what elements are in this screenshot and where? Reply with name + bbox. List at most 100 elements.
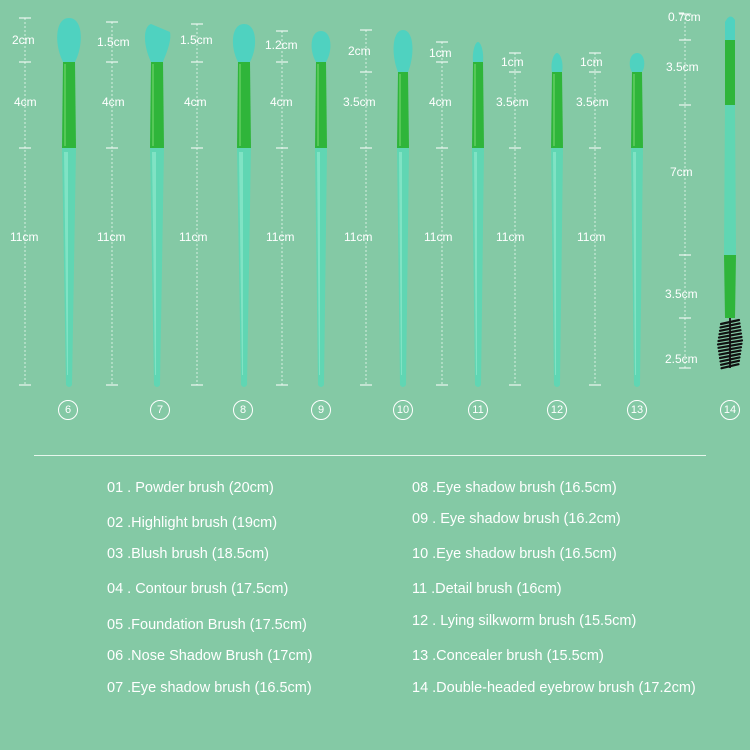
brush-handle (631, 148, 643, 387)
measure-label: 11cm (344, 230, 373, 244)
brush-handle (724, 105, 736, 255)
spoolie-bristle (719, 359, 741, 366)
measure-label: 1cm (580, 55, 603, 69)
measure-scale (509, 52, 521, 386)
brush-handle (551, 148, 563, 387)
legend-item: 14 .Double-headed eyebrow brush (17.2cm) (412, 680, 696, 696)
brush-highlight (633, 152, 636, 375)
measure-label: 3.5cm (665, 287, 698, 301)
legend-item: 08 .Eye shadow brush (16.5cm) (412, 480, 617, 496)
brush-highlight (474, 152, 477, 375)
makeup-brush (311, 31, 331, 387)
legend-item: 05 .Foundation Brush (17.5cm) (107, 617, 307, 633)
legend-item: 03 .Blush brush (18.5cm) (107, 546, 269, 562)
brush-highlight (399, 152, 402, 375)
brush-shine (553, 74, 555, 146)
brush-bristles (57, 18, 81, 62)
brush-shine (64, 64, 66, 146)
measure-label: 4cm (429, 95, 452, 109)
brush-highlight (317, 152, 320, 375)
measure-label: 2cm (348, 44, 371, 58)
brush-handle (237, 148, 251, 387)
brush-handle (315, 148, 327, 387)
brush-handle (62, 148, 76, 387)
brush-number-badge: 11 (468, 400, 488, 420)
brush-handle (397, 148, 409, 387)
measure-scale (106, 21, 118, 386)
measure-scale (589, 52, 601, 386)
measure-label: 4cm (14, 95, 37, 109)
spoolie-bristle (717, 342, 743, 349)
spoolie-bristle (719, 356, 741, 363)
brush-shine (239, 64, 241, 146)
eyebrow-brush (716, 16, 744, 370)
brush-bristles (144, 24, 171, 62)
measure-label: 1cm (501, 55, 524, 69)
brush-highlight (553, 152, 556, 375)
measure-label: 3.5cm (576, 95, 609, 109)
measure-label: 4cm (102, 95, 125, 109)
measure-label: 11cm (424, 230, 453, 244)
legend-item: 11 .Detail brush (16cm) (412, 581, 562, 597)
brush-ferrule (551, 72, 563, 148)
measure-label: 2.5cm (665, 352, 698, 366)
measure-label: 4cm (184, 95, 207, 109)
measure-label: 11cm (97, 230, 126, 244)
measure-scale (19, 17, 31, 386)
brush-ferrule (631, 72, 643, 148)
makeup-brush (472, 42, 484, 387)
makeup-brush (57, 18, 81, 387)
measure-label: 11cm (179, 230, 208, 244)
brush-number-badge: 10 (393, 400, 413, 420)
makeup-brush (551, 53, 563, 387)
measure-label: 3.5cm (496, 95, 529, 109)
brush-bristles (551, 53, 563, 72)
brush-bristles (232, 24, 256, 62)
brush-bristles (393, 30, 413, 72)
measure-label: 11cm (10, 230, 39, 244)
brush-bristles (311, 31, 331, 62)
brush-number-badge: 8 (233, 400, 253, 420)
legend-item: 06 .Nose Shadow Brush (17cm) (107, 648, 313, 664)
measure-scale (436, 41, 448, 386)
brush-number-badge: 14 (720, 400, 740, 420)
measure-label: 3.5cm (666, 60, 699, 74)
measure-label: 0.7cm (668, 10, 701, 24)
brush-ferrule (472, 62, 484, 148)
brush-ferrule (397, 72, 409, 148)
makeup-brush (393, 30, 413, 387)
legend-item: 13 .Concealer brush (15.5cm) (412, 648, 604, 664)
brush-bristles (472, 42, 484, 62)
spoolie-bristle (719, 322, 741, 329)
brush-ferrule (315, 62, 327, 148)
brush-number-badge: 7 (150, 400, 170, 420)
brush-shine (317, 64, 319, 146)
spoolie-bristle (718, 329, 742, 336)
spoolie-bristle (718, 349, 742, 356)
spoolie-bristle (720, 363, 740, 370)
brush-number-badge: 9 (311, 400, 331, 420)
brush-shine (399, 74, 401, 146)
measure-label: 11cm (266, 230, 295, 244)
legend-item: 09 . Eye shadow brush (16.2cm) (412, 511, 621, 527)
measure-label: 2cm (12, 33, 35, 47)
makeup-brush (144, 24, 171, 387)
brush-shine (633, 74, 635, 146)
measure-label: 1.2cm (265, 38, 298, 52)
measure-label: 11cm (496, 230, 525, 244)
brush-bristles (725, 16, 735, 40)
legend-item: 12 . Lying silkworm brush (15.5cm) (412, 613, 637, 629)
brush-number-badge: 6 (58, 400, 78, 420)
spoolie-bristle (718, 325, 742, 332)
spoolie-bristle (717, 335, 743, 343)
brush-highlight (239, 152, 243, 375)
brush-bristles (629, 53, 645, 72)
measure-label: 11cm (577, 230, 606, 244)
legend-item: 01 . Powder brush (20cm) (107, 480, 274, 496)
brush-shine (474, 64, 476, 146)
measure-label: 4cm (270, 95, 293, 109)
spoolie-bristle (717, 332, 743, 339)
makeup-brush (232, 24, 256, 387)
